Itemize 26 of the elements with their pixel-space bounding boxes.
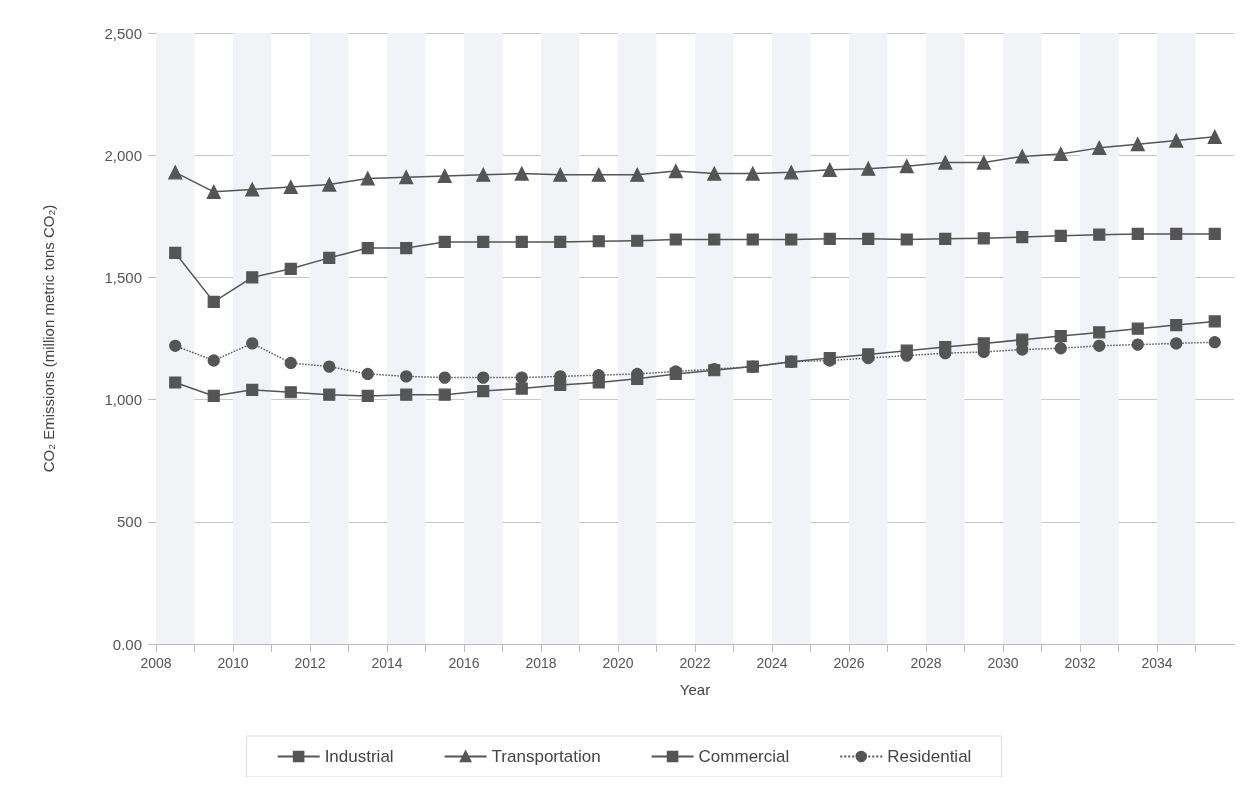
legend-label: Industrial <box>324 747 394 766</box>
x-tick-label: 2030 <box>987 655 1019 671</box>
x-tick-label: 2014 <box>371 655 403 671</box>
x-tick-label: 2008 <box>140 655 172 671</box>
x-tick-label: 2028 <box>910 655 942 671</box>
x-axis-title: Year <box>679 681 711 698</box>
y-tick-label: 500 <box>116 513 142 531</box>
y-tick-label: 0.00 <box>112 635 142 653</box>
x-tick-label: 2024 <box>756 655 788 671</box>
x-tick-label: 2026 <box>833 655 865 671</box>
x-tick-label: 2022 <box>679 655 711 671</box>
y-tick-label: 1,500 <box>104 268 142 286</box>
x-tick-label: 2012 <box>294 655 326 671</box>
x-tick-label: 2034 <box>1141 655 1173 671</box>
legend-label: Transportation <box>491 747 601 766</box>
x-tick-label: 2016 <box>448 655 480 671</box>
legend-label: Residential <box>887 747 972 766</box>
y-axis-title: CO₂ Emissions (million metric tons CO₂) <box>40 204 57 473</box>
y-tick-label: 2,000 <box>104 146 142 164</box>
x-tick-label: 2010 <box>217 655 249 671</box>
x-tick-label: 2018 <box>525 655 557 671</box>
x-tick-label: 2020 <box>602 655 634 671</box>
y-tick-label: 1,000 <box>104 391 142 409</box>
legend-label: Commercial <box>698 747 790 766</box>
y-tick-label: 2,500 <box>104 24 142 42</box>
x-tick-label: 2032 <box>1064 655 1096 671</box>
